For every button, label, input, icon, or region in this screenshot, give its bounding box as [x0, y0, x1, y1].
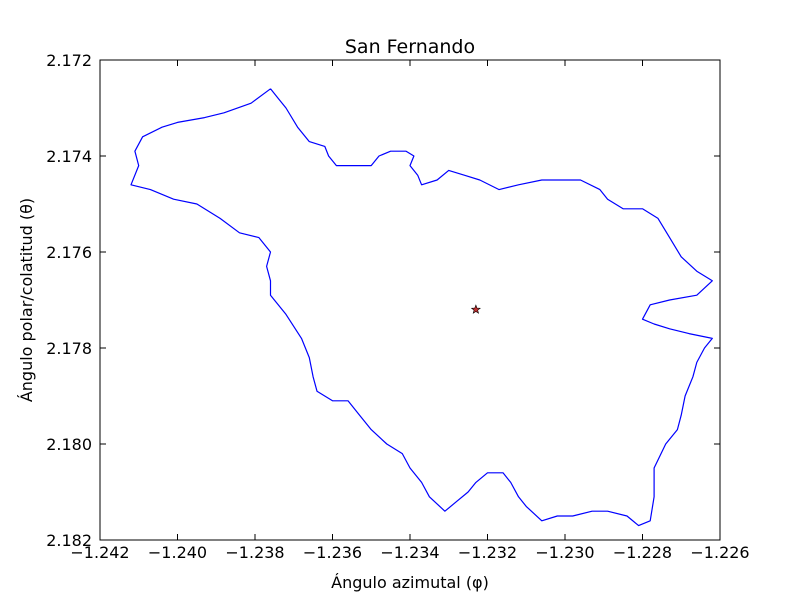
x-tick-label: −1.234: [380, 543, 439, 562]
x-axis-label: Ángulo azimutal (φ): [331, 573, 489, 592]
plot-layer: [130, 88, 713, 527]
x-tick-label: −1.242: [70, 543, 129, 562]
x-tick-label: −1.228: [613, 543, 672, 562]
boundary-line: [130, 88, 713, 527]
y-tick-label: 2.174: [46, 147, 92, 166]
plot-frame: [99, 59, 721, 541]
y-tick-label: 2.180: [46, 435, 92, 454]
x-tick-label: −1.240: [148, 543, 207, 562]
y-tick-label: 2.182: [46, 531, 92, 550]
x-tick-label: −1.238: [225, 543, 284, 562]
y-tick-label: 2.176: [46, 243, 92, 262]
y-axis-label: Ángulo polar/colatitud (θ): [17, 198, 36, 402]
chart-title: San Fernando: [345, 36, 475, 58]
x-tick-label: −1.236: [303, 543, 362, 562]
x-tick-label: −1.230: [535, 543, 594, 562]
y-tick-label: 2.172: [46, 51, 92, 70]
star-marker: [470, 304, 481, 314]
ticks-layer: −1.242 −1.240 −1.238 −1.236 −1.234 −1.232 −1.2…: [46, 51, 749, 562]
y-tick-label: 2.178: [46, 339, 92, 358]
x-tick-label: −1.232: [458, 543, 517, 562]
x-tick-label: −1.226: [690, 543, 749, 562]
